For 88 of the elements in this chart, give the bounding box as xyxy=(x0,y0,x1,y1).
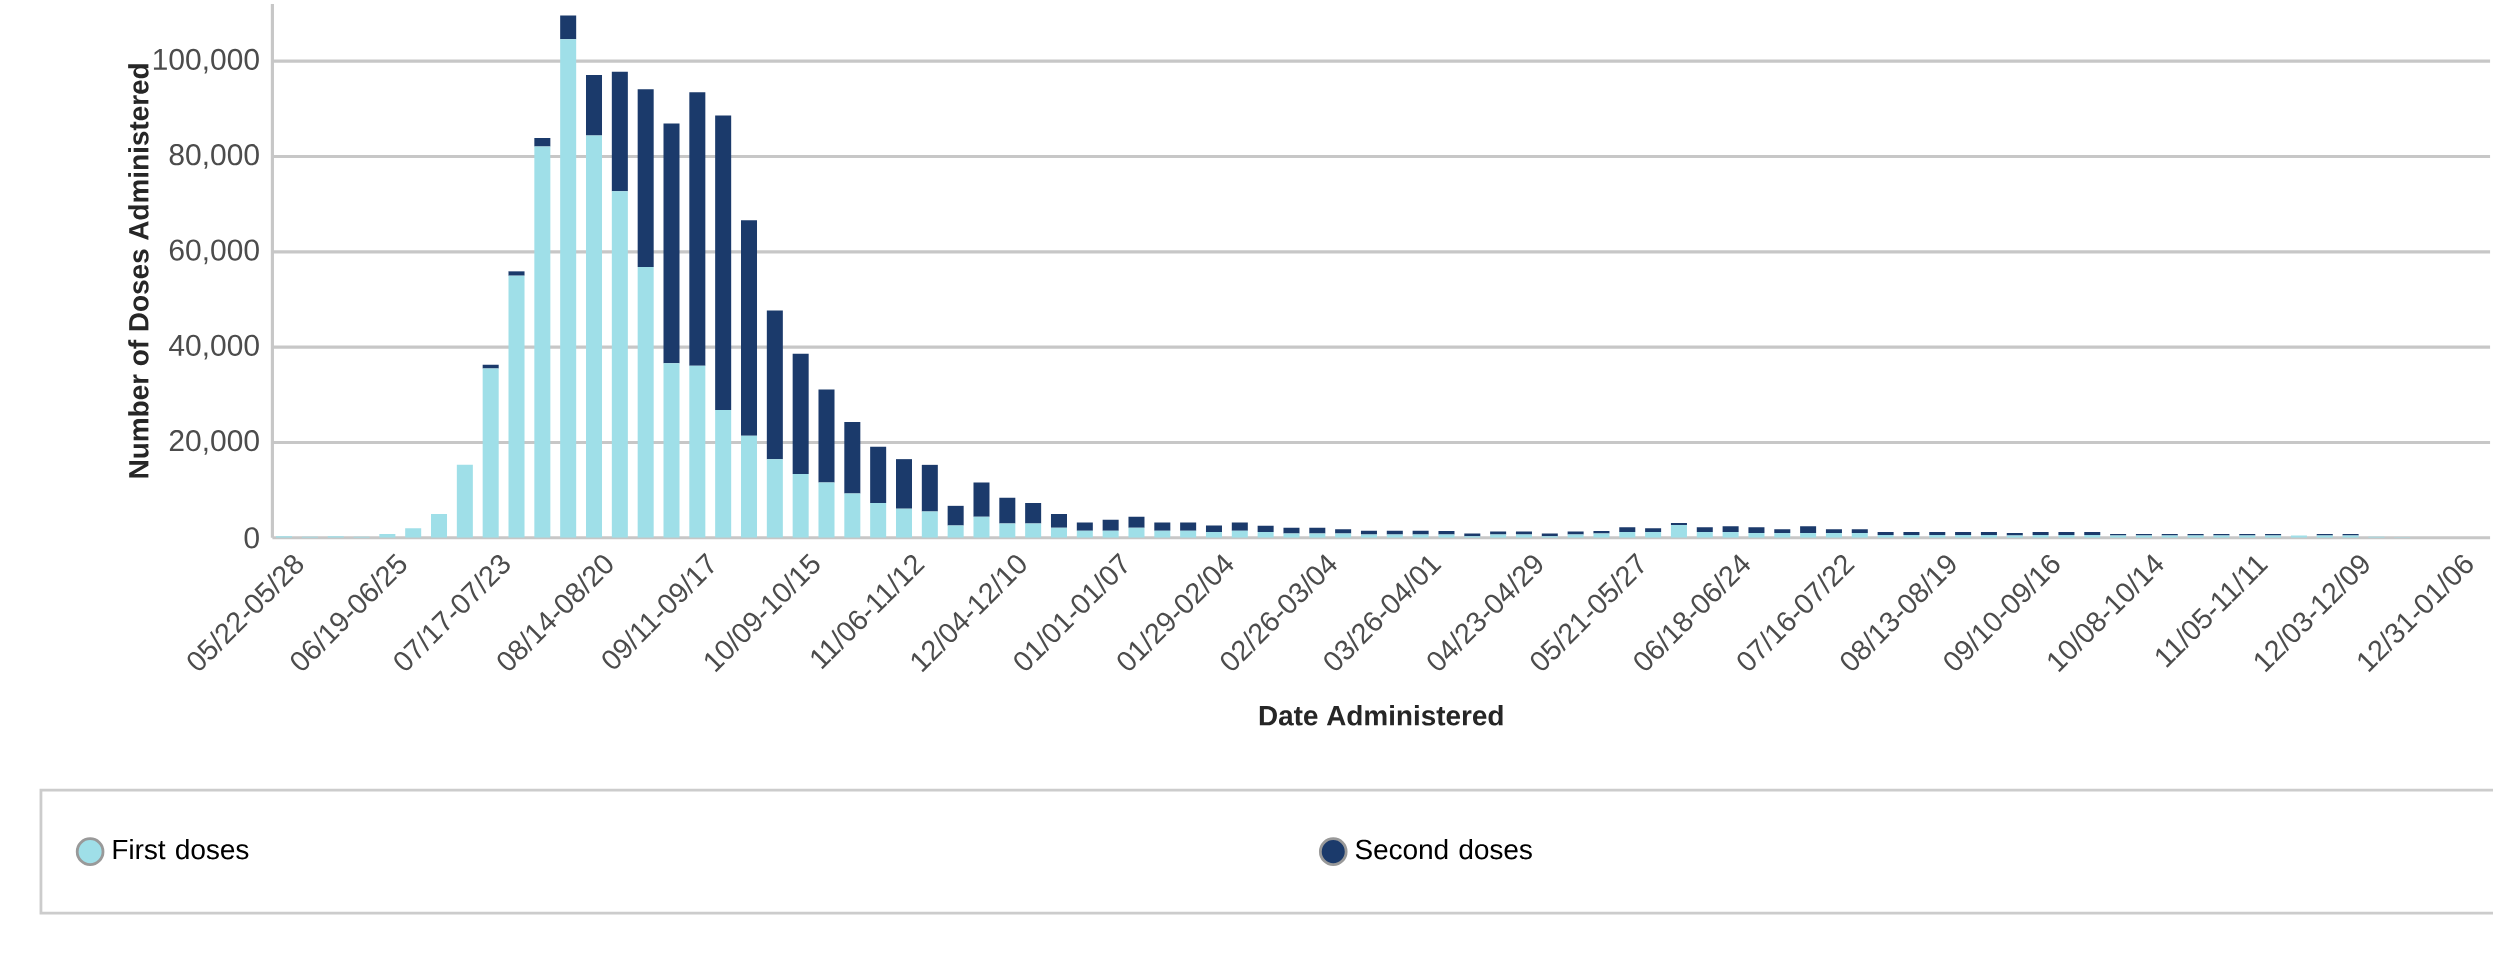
bar xyxy=(766,310,783,459)
bar xyxy=(1386,534,1403,538)
bar xyxy=(973,482,990,517)
y-tick-label: 60,000 xyxy=(169,239,259,264)
bar xyxy=(1076,522,1093,531)
bar xyxy=(1025,502,1042,524)
bar xyxy=(870,446,887,503)
bar xyxy=(1283,533,1300,538)
bar xyxy=(1180,522,1197,531)
bar xyxy=(1748,527,1765,533)
bar xyxy=(1025,523,1042,538)
bar xyxy=(663,123,680,364)
bar xyxy=(1154,522,1171,531)
y-axis-title: Number of Doses Administered xyxy=(128,64,149,478)
bar xyxy=(1696,527,1713,532)
bar xyxy=(715,115,732,410)
bar xyxy=(689,91,706,366)
bar xyxy=(792,353,809,474)
bar xyxy=(482,368,499,538)
bar xyxy=(1309,533,1326,538)
bar xyxy=(818,482,835,538)
bar xyxy=(870,502,887,538)
bar xyxy=(1128,516,1145,528)
bar xyxy=(1438,534,1455,538)
bar xyxy=(1825,528,1842,533)
y-tick-label: 40,000 xyxy=(169,334,259,360)
bar xyxy=(1851,528,1868,533)
bar xyxy=(534,137,551,147)
bar xyxy=(611,71,628,192)
bar xyxy=(508,271,525,276)
y-tick-label: 100,000 xyxy=(153,48,259,74)
bar xyxy=(586,74,603,136)
bar xyxy=(715,409,732,538)
bar xyxy=(1257,525,1274,532)
bar xyxy=(973,516,990,538)
bar xyxy=(405,528,422,538)
bar xyxy=(1722,526,1739,532)
bar xyxy=(1645,528,1662,532)
y-tick-label: 80,000 xyxy=(169,143,259,169)
x-axis-title: Date Administered xyxy=(1259,704,1503,726)
bar xyxy=(999,497,1016,524)
bar xyxy=(611,191,628,538)
bar xyxy=(1335,528,1352,534)
bar xyxy=(818,389,835,483)
bar xyxy=(482,364,499,369)
bar xyxy=(1619,527,1636,532)
bar xyxy=(1102,519,1119,531)
legend-label: First doses xyxy=(113,838,249,860)
bar xyxy=(1050,513,1067,528)
bar xyxy=(431,513,448,538)
bar xyxy=(921,511,938,538)
legend-label: Second doses xyxy=(1355,838,1532,860)
bar xyxy=(999,523,1016,538)
bar xyxy=(637,266,654,538)
bar xyxy=(792,473,809,538)
bar xyxy=(534,146,551,538)
bar xyxy=(689,365,706,538)
bar xyxy=(560,39,577,538)
bar xyxy=(766,458,783,538)
bar xyxy=(1205,525,1222,532)
bar xyxy=(586,135,603,538)
bar xyxy=(921,464,938,512)
y-tick-label: 0 xyxy=(244,526,259,549)
y-tick-label: 20,000 xyxy=(169,429,259,455)
bar xyxy=(947,505,964,526)
bar xyxy=(895,458,912,509)
bar xyxy=(741,220,758,436)
bar xyxy=(560,15,577,40)
bar xyxy=(1670,524,1687,538)
bar xyxy=(1360,534,1377,538)
bar xyxy=(741,435,758,538)
bar xyxy=(1050,527,1067,538)
bar xyxy=(1412,534,1429,538)
bar xyxy=(456,464,473,538)
bar xyxy=(1231,522,1248,531)
bar xyxy=(844,493,861,538)
bar xyxy=(1800,526,1817,533)
bar xyxy=(663,363,680,538)
bar xyxy=(1335,533,1352,538)
bar xyxy=(947,525,964,538)
bar xyxy=(1593,533,1610,538)
bar xyxy=(637,89,654,267)
bar xyxy=(1128,527,1145,538)
bar xyxy=(1438,530,1455,535)
bar xyxy=(1774,528,1791,533)
bar xyxy=(844,421,861,494)
bar xyxy=(895,508,912,538)
bar xyxy=(508,275,525,538)
